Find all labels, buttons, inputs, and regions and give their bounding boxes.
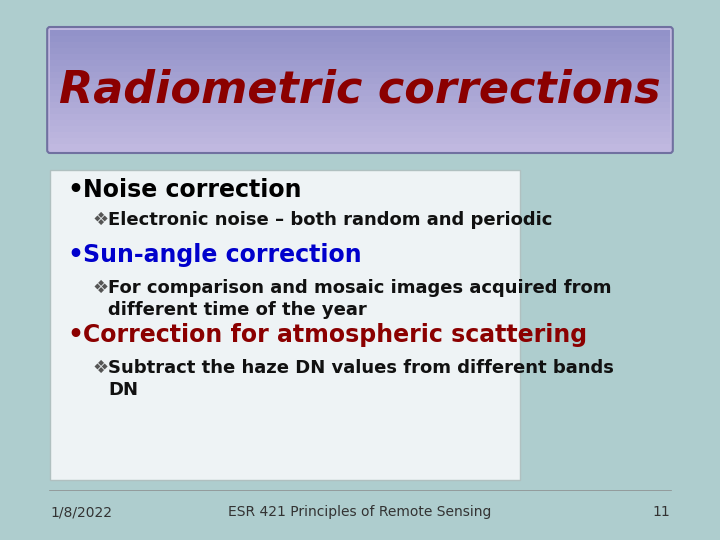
Text: ❖: ❖ (92, 359, 109, 377)
Text: For comparison and mosaic images acquired from: For comparison and mosaic images acquire… (108, 279, 612, 297)
Bar (50, 36, 670, 42)
Bar (50, 113, 670, 120)
Text: Noise correction: Noise correction (83, 178, 302, 202)
Bar (50, 90, 670, 96)
Text: •: • (67, 323, 83, 347)
Bar (50, 42, 670, 48)
Bar (50, 132, 670, 138)
Text: 1/8/2022: 1/8/2022 (50, 505, 112, 519)
Bar (50, 84, 670, 90)
Bar (50, 96, 670, 102)
Text: Sun-angle correction: Sun-angle correction (83, 243, 361, 267)
Text: Correction for atmospheric scattering: Correction for atmospheric scattering (83, 323, 587, 347)
FancyBboxPatch shape (50, 170, 520, 480)
Bar (50, 144, 670, 150)
Bar (50, 48, 670, 54)
Bar (50, 71, 670, 78)
Bar (50, 125, 670, 132)
Text: Radiometric corrections: Radiometric corrections (59, 69, 661, 111)
Bar (50, 107, 670, 114)
Text: Electronic noise – both random and periodic: Electronic noise – both random and perio… (108, 211, 553, 229)
Bar (50, 65, 670, 72)
Bar (50, 30, 670, 36)
Text: DN: DN (108, 381, 138, 399)
Bar (50, 59, 670, 66)
Bar (50, 78, 670, 84)
Text: •: • (67, 243, 83, 267)
Bar (50, 138, 670, 144)
Text: ESR 421 Principles of Remote Sensing: ESR 421 Principles of Remote Sensing (228, 505, 492, 519)
FancyBboxPatch shape (48, 27, 672, 153)
Text: •: • (67, 178, 83, 202)
Text: ❖: ❖ (92, 279, 109, 297)
Bar (50, 102, 670, 108)
Text: 11: 11 (652, 505, 670, 519)
Text: ❖: ❖ (92, 211, 109, 229)
Text: Subtract the haze DN values from different bands: Subtract the haze DN values from differe… (108, 359, 614, 377)
Bar (50, 53, 670, 60)
Bar (50, 119, 670, 126)
Text: different time of the year: different time of the year (108, 301, 367, 319)
